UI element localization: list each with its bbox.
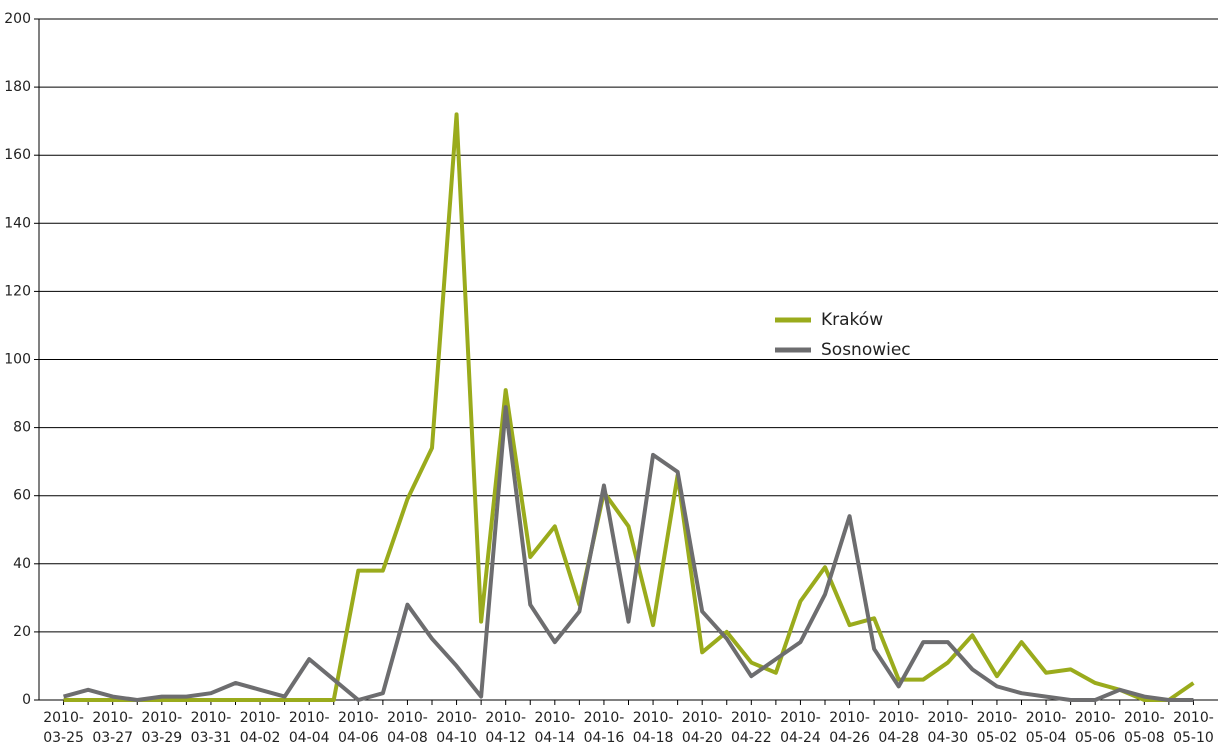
x-tick-label: 2010-04-24 [780, 710, 821, 746]
y-tick-label: 200 [4, 11, 31, 27]
x-tick-label: 2010-04-04 [289, 710, 330, 746]
y-tick-label: 80 [13, 420, 31, 436]
legend-label: Sosnowiec [821, 340, 911, 360]
legend-label: Kraków [821, 310, 883, 330]
x-tick-label: 2010-04-30 [927, 710, 968, 746]
y-tick-label: 100 [4, 352, 31, 368]
x-tick-label: 2010-05-10 [1173, 710, 1214, 746]
x-tick-label: 2010-04-26 [829, 710, 870, 746]
y-tick-label: 140 [4, 215, 31, 231]
x-tick-label: 2010-04-06 [338, 710, 379, 746]
line-series [63, 112, 1195, 702]
x-tick-label: 2010-05-02 [977, 710, 1018, 746]
x-tick-label: 2010-04-28 [878, 710, 919, 746]
x-tick-label: 2010-05-08 [1124, 710, 1165, 746]
legend: Kraków Sosnowiec [775, 310, 911, 360]
x-tick-label: 2010-04-14 [534, 710, 575, 746]
x-tick-label: 2010-03-31 [191, 710, 232, 746]
y-tick-label: 120 [4, 283, 31, 299]
y-tick-label: 60 [13, 488, 31, 504]
x-tick-label: 2010-05-04 [1026, 710, 1067, 746]
x-tick-label: 2010-04-12 [485, 710, 526, 746]
x-tick-label: 2010-04-16 [584, 710, 625, 746]
x-tick-label: 2010-04-20 [682, 710, 723, 746]
y-tick-label: 160 [4, 147, 31, 163]
y-tick-label: 20 [13, 624, 31, 640]
x-tick-label: 2010-04-02 [240, 710, 281, 746]
line-series [63, 405, 1194, 702]
x-tick-label: 2010-04-08 [387, 710, 428, 746]
y-tick-label: 180 [4, 79, 31, 95]
x-tick-label: 2010-03-29 [141, 710, 182, 746]
x-tick-label: 2010-03-27 [92, 710, 133, 746]
x-tick-label: 2010-05-06 [1075, 710, 1116, 746]
x-tick-label: 2010-03-25 [43, 710, 84, 746]
x-tick-label: 2010-04-18 [633, 710, 674, 746]
x-tick-label: 2010-04-22 [731, 710, 772, 746]
x-tick-label: 2010-04-10 [436, 710, 477, 746]
y-tick-label: 40 [13, 556, 31, 572]
y-tick-label: 0 [22, 692, 31, 708]
